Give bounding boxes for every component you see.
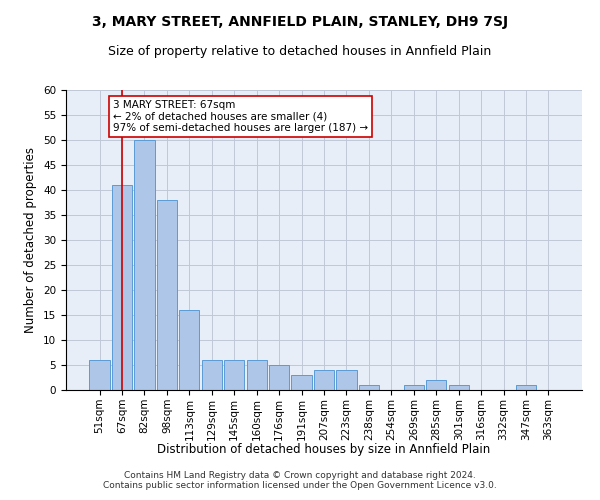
- Bar: [269, 365, 289, 390]
- Bar: [224, 360, 244, 390]
- Text: Distribution of detached houses by size in Annfield Plain: Distribution of detached houses by size …: [157, 442, 491, 456]
- Bar: [157, 200, 177, 390]
- Text: 3, MARY STREET, ANNFIELD PLAIN, STANLEY, DH9 7SJ: 3, MARY STREET, ANNFIELD PLAIN, STANLEY,…: [92, 15, 508, 29]
- Bar: [292, 375, 311, 390]
- Text: Contains HM Land Registry data © Crown copyright and database right 2024.
Contai: Contains HM Land Registry data © Crown c…: [103, 470, 497, 490]
- Bar: [247, 360, 267, 390]
- Bar: [112, 185, 132, 390]
- Bar: [179, 310, 199, 390]
- Text: 3 MARY STREET: 67sqm
← 2% of detached houses are smaller (4)
97% of semi-detache: 3 MARY STREET: 67sqm ← 2% of detached ho…: [113, 100, 368, 133]
- Bar: [359, 385, 379, 390]
- Bar: [202, 360, 222, 390]
- Bar: [89, 360, 110, 390]
- Bar: [426, 380, 446, 390]
- Y-axis label: Number of detached properties: Number of detached properties: [25, 147, 37, 333]
- Bar: [337, 370, 356, 390]
- Bar: [516, 385, 536, 390]
- Bar: [134, 140, 155, 390]
- Bar: [449, 385, 469, 390]
- Bar: [314, 370, 334, 390]
- Text: Size of property relative to detached houses in Annfield Plain: Size of property relative to detached ho…: [109, 45, 491, 58]
- Bar: [404, 385, 424, 390]
